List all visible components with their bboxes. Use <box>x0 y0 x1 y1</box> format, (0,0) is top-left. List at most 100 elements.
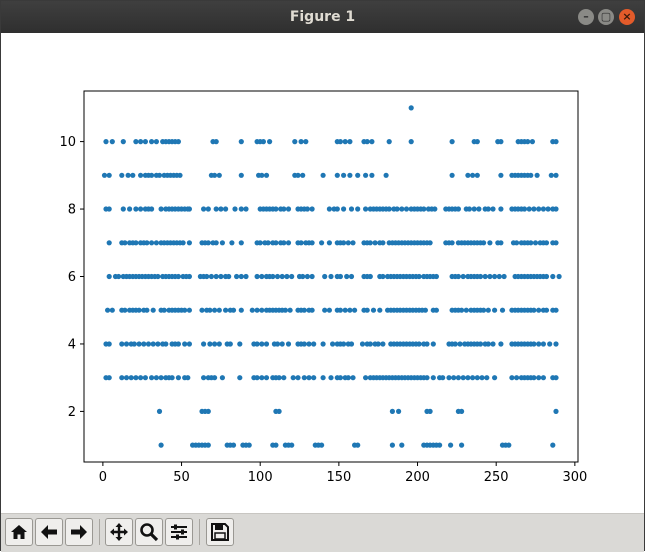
data-point <box>295 375 301 381</box>
x-tick-label: 0 <box>99 470 107 485</box>
data-point <box>149 172 155 178</box>
data-point <box>158 375 164 381</box>
data-point <box>281 240 287 246</box>
save-button[interactable] <box>206 518 234 546</box>
data-point <box>161 307 167 313</box>
data-point <box>123 375 130 381</box>
data-point <box>498 172 504 178</box>
data-point <box>548 172 554 178</box>
data-point <box>186 307 192 313</box>
data-point <box>284 273 290 280</box>
data-point <box>218 206 224 212</box>
y-tick-label: 8 <box>68 203 76 218</box>
data-point <box>320 341 326 347</box>
back-button[interactable] <box>35 518 63 546</box>
configure-subplots-button[interactable] <box>165 518 193 546</box>
data-point <box>422 307 428 313</box>
data-point <box>238 240 244 246</box>
data-point <box>485 341 491 347</box>
home-button[interactable] <box>5 518 33 546</box>
data-point <box>169 375 175 381</box>
pan-button[interactable] <box>105 518 133 546</box>
data-point <box>363 172 369 178</box>
maximize-button[interactable]: ▢ <box>598 9 614 25</box>
data-point <box>238 206 244 212</box>
data-point <box>186 240 192 246</box>
data-point <box>337 375 343 381</box>
data-point <box>136 341 142 347</box>
figure-canvas[interactable]: 0 50 100 150 200 250 300 2 4 6 8 10 <box>1 33 644 513</box>
title-bar[interactable]: Figure 1 – ▢ × <box>1 1 644 34</box>
data-point <box>427 240 433 246</box>
data-point <box>133 206 139 212</box>
data-point <box>498 206 504 212</box>
home-icon <box>11 525 27 539</box>
data-point <box>553 341 559 347</box>
data-point <box>322 307 328 313</box>
data-point <box>509 375 515 381</box>
data-point <box>369 172 375 178</box>
data-point <box>457 341 463 347</box>
data-point <box>175 375 181 381</box>
data-point <box>433 307 439 313</box>
data-point <box>218 273 224 280</box>
magnifier-icon <box>140 523 159 542</box>
data-point <box>459 442 465 448</box>
data-point <box>260 139 266 145</box>
data-point <box>285 341 292 347</box>
data-point <box>213 139 219 145</box>
data-point <box>451 375 457 381</box>
data-point <box>205 442 211 448</box>
data-point <box>298 139 304 145</box>
data-point <box>301 341 307 347</box>
data-point <box>175 273 181 280</box>
data-point <box>386 139 392 145</box>
data-point <box>205 206 211 212</box>
data-points <box>101 105 562 448</box>
data-point <box>304 206 310 212</box>
data-point <box>536 375 542 381</box>
data-point <box>543 307 550 313</box>
data-point <box>133 240 139 246</box>
data-point <box>347 307 353 313</box>
data-point <box>175 341 181 347</box>
minimize-button[interactable]: – <box>578 9 594 25</box>
data-point <box>498 139 504 145</box>
data-point <box>553 240 559 246</box>
data-point <box>337 307 343 313</box>
data-point <box>279 341 285 347</box>
x-tick-label: 200 <box>405 470 430 485</box>
data-point <box>455 273 461 280</box>
data-point <box>383 172 389 178</box>
data-point <box>254 341 260 347</box>
navigation-toolbar <box>1 513 644 552</box>
data-point <box>485 206 491 212</box>
data-point <box>106 375 112 381</box>
data-point <box>219 375 225 381</box>
data-point <box>106 240 112 246</box>
data-point <box>449 139 455 145</box>
data-point <box>556 273 562 280</box>
data-point <box>345 240 351 246</box>
data-point <box>341 206 347 212</box>
data-point <box>243 206 249 212</box>
data-point <box>334 172 340 178</box>
data-point <box>295 172 301 178</box>
data-point <box>216 172 222 178</box>
data-point <box>274 273 281 280</box>
data-point <box>125 172 131 178</box>
data-point <box>289 442 295 448</box>
close-button[interactable]: × <box>619 9 635 25</box>
data-point <box>234 273 240 280</box>
forward-button[interactable] <box>65 518 93 546</box>
zoom-button[interactable] <box>135 518 163 546</box>
data-point <box>145 341 152 347</box>
data-point <box>531 341 537 347</box>
data-point <box>263 341 270 347</box>
data-point <box>306 341 312 347</box>
data-point <box>459 408 465 414</box>
y-tick-label: 10 <box>59 135 76 150</box>
data-point <box>337 273 343 280</box>
data-point <box>370 307 377 313</box>
data-point <box>133 139 139 145</box>
